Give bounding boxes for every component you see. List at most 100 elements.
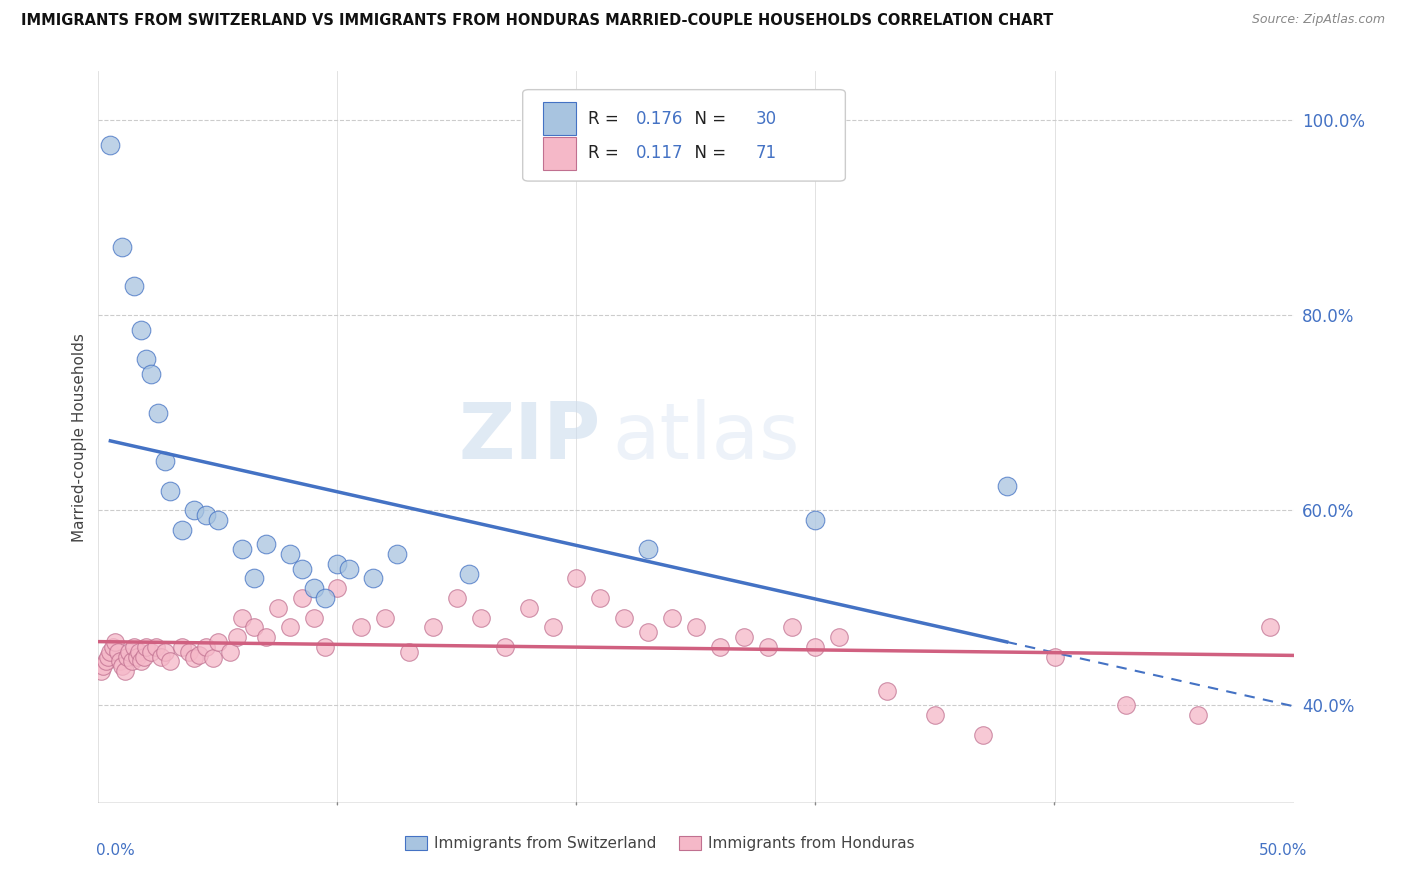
Point xyxy=(104,635,127,649)
Point xyxy=(278,620,301,634)
Point xyxy=(94,654,117,668)
Point xyxy=(107,645,129,659)
Text: 71: 71 xyxy=(756,145,778,162)
Text: 50.0%: 50.0% xyxy=(1260,843,1308,858)
Point xyxy=(179,645,201,659)
Legend: Immigrants from Switzerland, Immigrants from Honduras: Immigrants from Switzerland, Immigrants … xyxy=(399,830,921,857)
Point xyxy=(101,640,124,654)
Point xyxy=(111,659,134,673)
Point xyxy=(709,640,731,654)
Point xyxy=(187,648,209,662)
FancyBboxPatch shape xyxy=(523,90,845,181)
Point xyxy=(972,727,994,741)
Point xyxy=(172,640,194,654)
Point xyxy=(517,600,540,615)
Text: 30: 30 xyxy=(756,110,778,128)
Point xyxy=(207,635,229,649)
Point xyxy=(135,640,157,654)
Text: 0.117: 0.117 xyxy=(637,145,683,162)
Point xyxy=(1043,649,1066,664)
Point xyxy=(108,654,131,668)
Point xyxy=(302,581,325,595)
Point xyxy=(145,640,167,654)
Point xyxy=(565,572,588,586)
Point xyxy=(326,581,349,595)
Point xyxy=(114,664,136,678)
Point xyxy=(780,620,803,634)
FancyBboxPatch shape xyxy=(543,136,576,169)
Point xyxy=(326,557,349,571)
Point xyxy=(374,610,396,624)
Point xyxy=(804,640,827,654)
Point xyxy=(470,610,492,624)
Text: IMMIGRANTS FROM SWITZERLAND VS IMMIGRANTS FROM HONDURAS MARRIED-COUPLE HOUSEHOLD: IMMIGRANTS FROM SWITZERLAND VS IMMIGRANT… xyxy=(21,13,1053,29)
Point xyxy=(876,683,898,698)
Text: 0.0%: 0.0% xyxy=(96,843,135,858)
Point xyxy=(149,649,172,664)
Text: R =: R = xyxy=(589,110,624,128)
Text: 0.176: 0.176 xyxy=(637,110,683,128)
Text: N =: N = xyxy=(685,110,731,128)
Point xyxy=(124,640,146,654)
Point xyxy=(111,240,134,254)
Point xyxy=(115,649,138,664)
Point xyxy=(243,620,266,634)
Text: ZIP: ZIP xyxy=(458,399,600,475)
Point xyxy=(155,645,177,659)
Point xyxy=(315,591,337,605)
Point xyxy=(231,610,253,624)
Point xyxy=(121,654,143,668)
Point xyxy=(804,513,827,527)
Text: R =: R = xyxy=(589,145,624,162)
Point xyxy=(172,523,194,537)
Point xyxy=(1258,620,1281,634)
Point xyxy=(339,562,361,576)
Point xyxy=(254,630,277,644)
Point xyxy=(139,367,162,381)
Point xyxy=(219,645,242,659)
Point xyxy=(231,542,253,557)
Point xyxy=(132,649,155,664)
Text: atlas: atlas xyxy=(613,399,800,475)
Point xyxy=(458,566,481,581)
Point xyxy=(139,645,162,659)
Point xyxy=(589,591,612,605)
Point xyxy=(226,630,249,644)
Point xyxy=(124,279,146,293)
Point xyxy=(159,654,181,668)
Point xyxy=(159,483,181,498)
Point xyxy=(278,547,301,561)
Point xyxy=(828,630,851,644)
Point xyxy=(685,620,707,634)
Point xyxy=(207,513,229,527)
Point xyxy=(183,503,205,517)
Point xyxy=(98,645,122,659)
Point xyxy=(291,591,314,605)
Point xyxy=(128,645,150,659)
Point xyxy=(494,640,516,654)
Point xyxy=(243,572,266,586)
Point xyxy=(118,645,141,659)
Point xyxy=(91,659,114,673)
Point xyxy=(637,625,659,640)
Point xyxy=(385,547,409,561)
Point xyxy=(446,591,468,605)
Point xyxy=(613,610,636,624)
Point xyxy=(131,654,153,668)
Point xyxy=(422,620,444,634)
Point xyxy=(267,600,290,615)
Point xyxy=(398,645,420,659)
Point xyxy=(733,630,755,644)
Point xyxy=(541,620,564,634)
Point xyxy=(202,651,225,665)
Point xyxy=(148,406,170,420)
Point xyxy=(661,610,683,624)
Point xyxy=(98,137,122,152)
Point xyxy=(183,651,205,665)
Point xyxy=(302,610,325,624)
Point xyxy=(291,562,314,576)
Point xyxy=(131,323,153,337)
Point xyxy=(1115,698,1137,713)
Point xyxy=(254,537,277,551)
Point xyxy=(195,640,218,654)
